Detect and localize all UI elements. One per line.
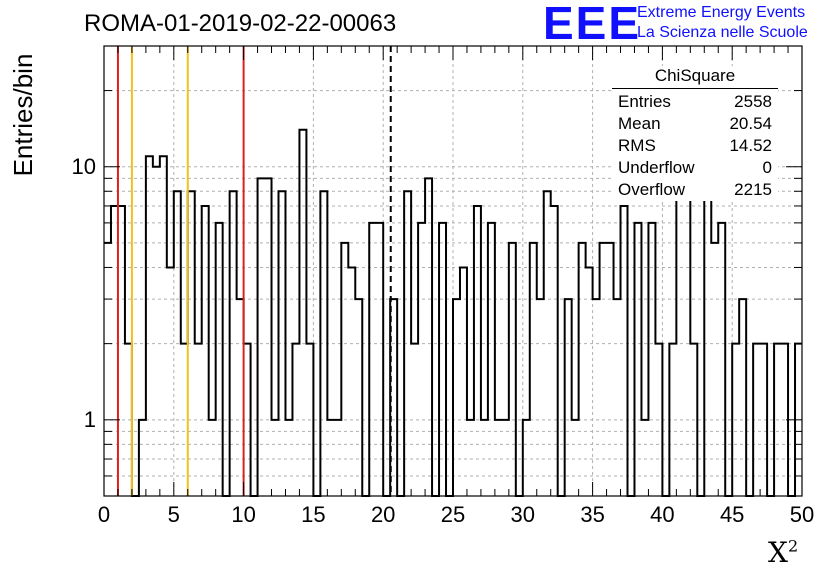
histogram-bin	[299, 130, 306, 496]
histogram-bin	[509, 243, 516, 496]
x-axis-label: X2	[768, 536, 799, 569]
stats-row: Overflow 2215	[618, 180, 772, 199]
histogram-bin	[104, 243, 111, 496]
y-axis-label: Entries/bin	[8, 53, 38, 177]
x-tick-label: 20	[370, 502, 396, 527]
histogram-bin	[425, 178, 432, 496]
histogram-bin	[634, 223, 641, 496]
histogram-bin	[111, 206, 118, 496]
chart-title: ROMA-01-2019-02-22-00063	[84, 10, 397, 37]
logo-line-1: Extreme Energy Events	[637, 4, 806, 21]
x-tick-label: 5	[167, 502, 180, 527]
histogram-bin	[258, 178, 265, 496]
histogram-bin	[488, 223, 495, 496]
stats-row: Entries 2558	[618, 92, 772, 111]
histogram-bin	[453, 299, 460, 496]
histogram-bin	[146, 156, 153, 496]
histogram-bin	[439, 223, 446, 496]
histogram-bin	[341, 243, 348, 496]
histogram-bin	[369, 223, 376, 496]
histogram-bin	[739, 299, 746, 496]
histogram-bin	[614, 299, 621, 496]
stats-row: Underflow 0	[618, 158, 772, 177]
histogram-bin	[704, 178, 711, 496]
stats-title: ChiSquare	[612, 66, 778, 89]
histogram-bin	[418, 223, 425, 496]
axes-frame	[103, 45, 803, 497]
histogram-bin	[593, 299, 600, 496]
x-tick-label: 25	[440, 502, 466, 527]
histogram-bin	[607, 243, 614, 496]
histogram-bin	[167, 267, 174, 496]
histogram-bin	[202, 206, 209, 496]
histogram-bin	[160, 156, 167, 496]
histogram-bin	[348, 267, 355, 496]
histogram-bin	[621, 206, 628, 496]
x-tick-label: 0	[97, 502, 111, 527]
stats-row: Mean 20.54	[618, 114, 772, 133]
x-tick-label: 40	[650, 502, 675, 527]
histogram-bin	[600, 243, 607, 496]
x-tick-label: 10	[231, 502, 256, 527]
histogram-bin	[216, 223, 223, 496]
stats-row: RMS 14.52	[618, 136, 772, 155]
histogram-bin	[579, 243, 586, 496]
y-axis-label-wrap: Entries/bin	[8, 54, 38, 177]
histogram-bin	[683, 178, 690, 496]
histogram-bin	[718, 223, 725, 496]
x-tick-label: 30	[510, 502, 536, 527]
y-tick-label: 1	[83, 406, 96, 432]
y-tick-label: 10	[71, 153, 96, 179]
histogram-bin	[586, 267, 593, 496]
histogram-bin	[530, 243, 537, 496]
histogram-bin	[376, 223, 383, 496]
logo-line-2: La Scienza nelle Scuole	[637, 24, 808, 41]
histogram-bin	[460, 267, 467, 496]
histogram-bin	[265, 178, 272, 496]
histogram-bin	[237, 299, 244, 496]
histogram-bin	[118, 206, 125, 496]
histogram-bin	[565, 299, 572, 496]
x-tick-label: 15	[301, 502, 326, 527]
eee-logo: EEE	[543, 0, 642, 49]
x-tick-label: 45	[719, 502, 745, 527]
reference-lines	[116, 46, 392, 496]
histogram-bin	[474, 206, 481, 496]
histogram-bin	[355, 299, 362, 496]
histogram-bin	[153, 167, 160, 496]
x-tick-label: 50	[789, 502, 815, 527]
histogram-bin	[648, 223, 655, 496]
stats-box: ChiSquare Entries 2558 Mean 20.54 RMS 14.52…	[612, 66, 778, 201]
histogram-bin	[537, 299, 544, 496]
histogram-bin	[711, 243, 718, 496]
histogram-bin	[551, 206, 558, 496]
x-tick-label: 35	[580, 502, 605, 527]
